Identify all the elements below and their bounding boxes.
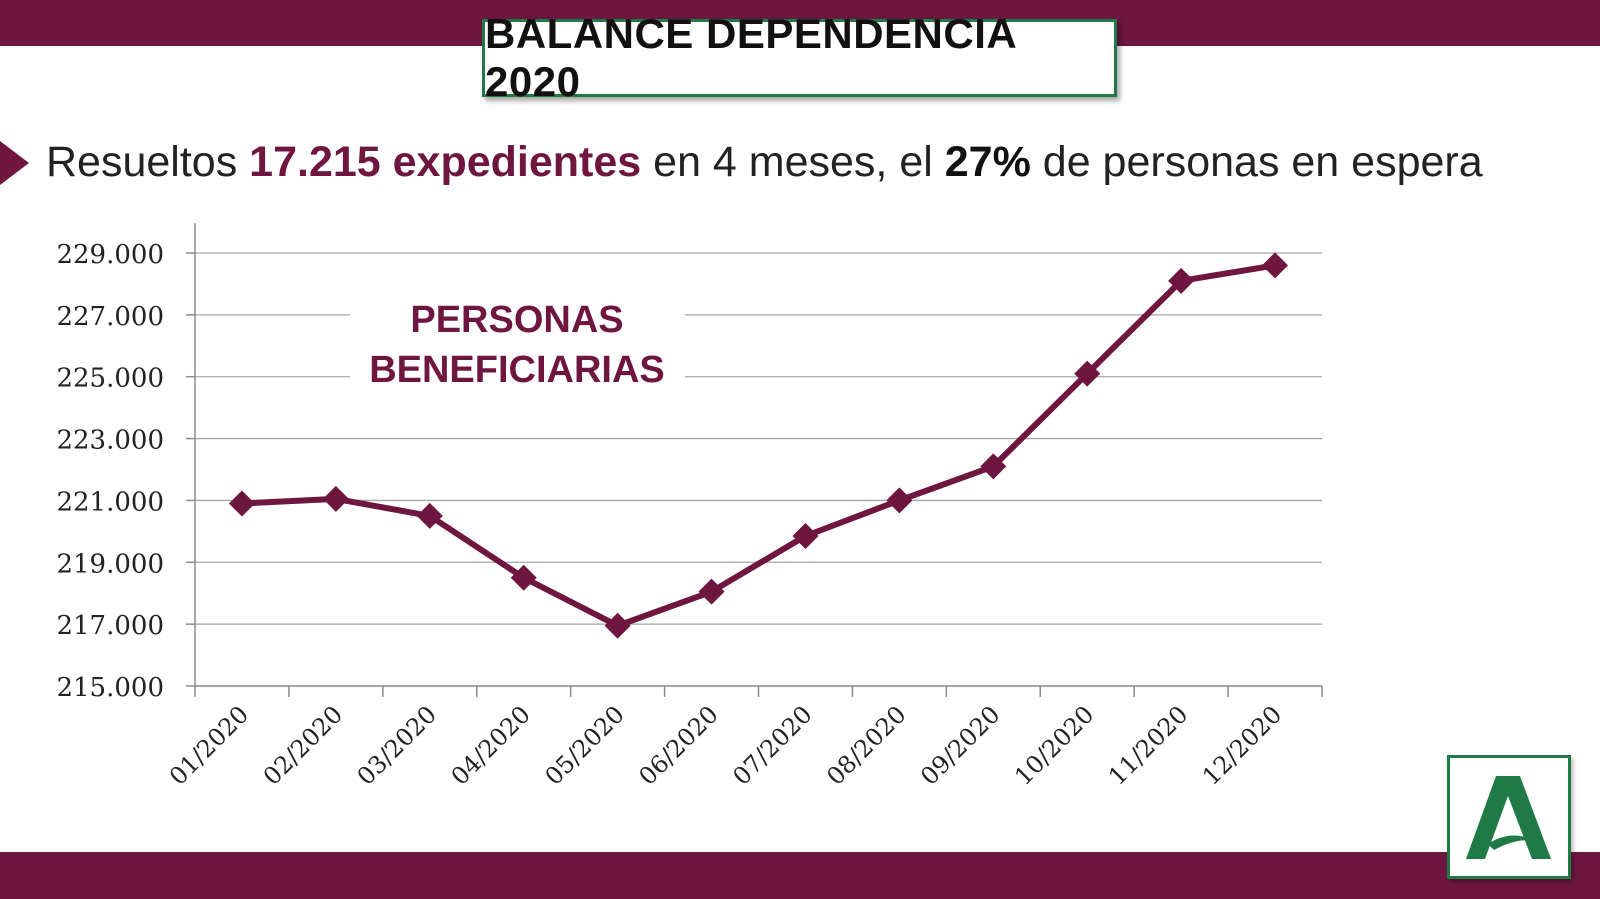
data-point bbox=[228, 490, 255, 517]
data-point bbox=[698, 578, 725, 605]
x-tick-label: 07/2020 bbox=[727, 700, 817, 790]
x-tick-label: 01/2020 bbox=[164, 700, 254, 790]
x-tick-label: 08/2020 bbox=[821, 700, 911, 790]
logo-box bbox=[1447, 755, 1571, 879]
x-tick-label: 05/2020 bbox=[540, 700, 630, 790]
y-tick-label: 221.000 bbox=[56, 487, 164, 517]
y-tick-label: 227.000 bbox=[56, 302, 164, 332]
x-tick-label: 12/2020 bbox=[1197, 700, 1287, 790]
headline-part2: en 4 meses, el bbox=[641, 138, 945, 186]
data-point bbox=[1074, 360, 1101, 387]
y-tick-label: 223.000 bbox=[56, 426, 164, 456]
x-tick-label: 04/2020 bbox=[446, 700, 536, 790]
bullet-arrow-icon bbox=[0, 141, 29, 185]
x-tick-label: 03/2020 bbox=[352, 700, 442, 790]
data-point bbox=[604, 612, 631, 639]
headline-part1: Resueltos bbox=[46, 138, 250, 186]
data-point bbox=[416, 502, 443, 529]
x-tick-label: 09/2020 bbox=[915, 700, 1005, 790]
x-tick-label: 11/2020 bbox=[1103, 700, 1193, 790]
annotation-backdrop bbox=[350, 285, 685, 395]
y-tick-label: 219.000 bbox=[56, 549, 164, 579]
y-tick-label: 229.000 bbox=[56, 240, 164, 270]
data-point bbox=[322, 485, 349, 512]
bottom-band bbox=[0, 852, 1600, 899]
data-point bbox=[792, 522, 819, 549]
annotation-label: PERSONAS bbox=[410, 299, 623, 341]
data-point bbox=[1262, 252, 1289, 279]
headline: Resueltos 17.215 expedientes en 4 meses,… bbox=[46, 138, 1483, 187]
data-point bbox=[1168, 267, 1195, 294]
x-tick-label: 10/2020 bbox=[1009, 700, 1099, 790]
data-point bbox=[510, 564, 537, 591]
x-tick-label: 02/2020 bbox=[258, 700, 348, 790]
headline-part3: de personas en espera bbox=[1030, 138, 1483, 186]
page-title: BALANCE DEPENDENCIA 2020 bbox=[485, 10, 1016, 105]
y-tick-label: 217.000 bbox=[56, 611, 164, 641]
data-point bbox=[980, 453, 1007, 480]
y-tick-label: 215.000 bbox=[56, 673, 164, 703]
x-tick-label: 06/2020 bbox=[633, 700, 723, 790]
data-point bbox=[886, 487, 913, 514]
headline-highlight-percent: 27% bbox=[944, 138, 1031, 186]
title-box: BALANCE DEPENDENCIA 2020 bbox=[482, 10, 1117, 105]
series-line bbox=[241, 262, 1276, 629]
annotation-label: BENEFICIARIAS bbox=[369, 349, 665, 391]
y-tick-label: 225.000 bbox=[56, 364, 164, 394]
headline-highlight-expedientes: 17.215 expedientes bbox=[249, 138, 642, 186]
junta-andalucia-logo-icon bbox=[1466, 776, 1551, 859]
